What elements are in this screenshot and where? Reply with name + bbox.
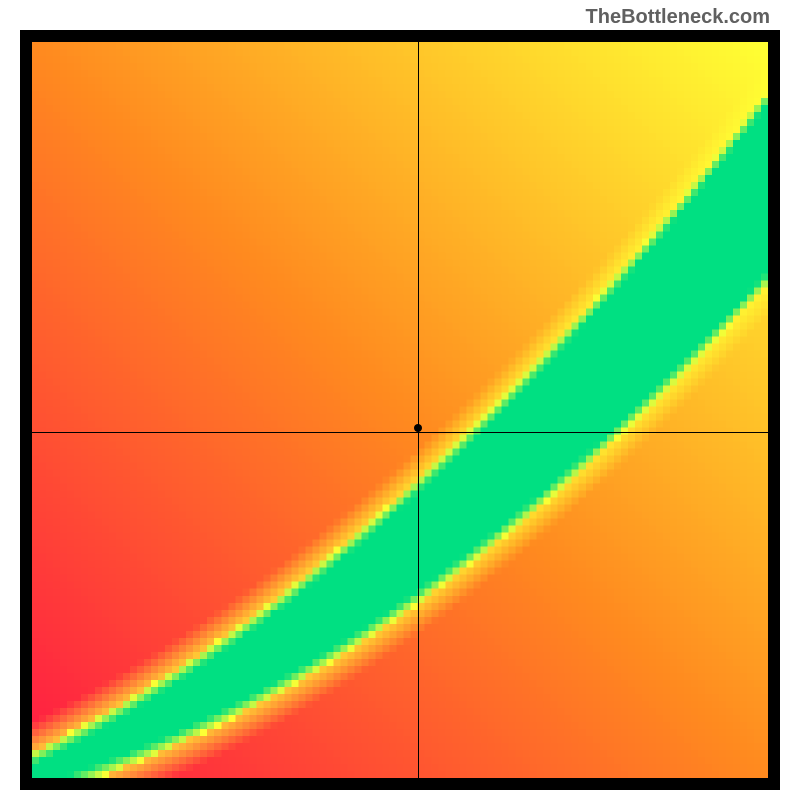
crosshair-marker: [414, 424, 422, 432]
heatmap-canvas: [32, 42, 768, 778]
plot-frame: [20, 30, 780, 790]
chart-container: TheBottleneck.com: [0, 0, 800, 800]
crosshair-horizontal: [32, 432, 768, 433]
watermark-text: TheBottleneck.com: [586, 6, 770, 29]
crosshair-vertical: [418, 42, 419, 778]
